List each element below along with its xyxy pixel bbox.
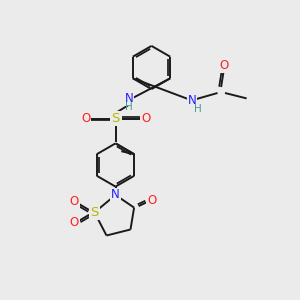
Text: H: H — [125, 102, 133, 112]
Text: O: O — [141, 112, 150, 125]
Text: O: O — [70, 195, 79, 208]
Text: O: O — [220, 59, 229, 72]
Text: H: H — [194, 104, 202, 114]
Text: O: O — [70, 216, 79, 230]
Text: S: S — [111, 112, 120, 125]
Text: O: O — [147, 194, 156, 208]
Text: N: N — [188, 94, 196, 107]
Text: N: N — [124, 92, 134, 105]
Text: O: O — [81, 112, 90, 125]
Text: S: S — [90, 206, 99, 219]
Text: N: N — [111, 188, 120, 202]
